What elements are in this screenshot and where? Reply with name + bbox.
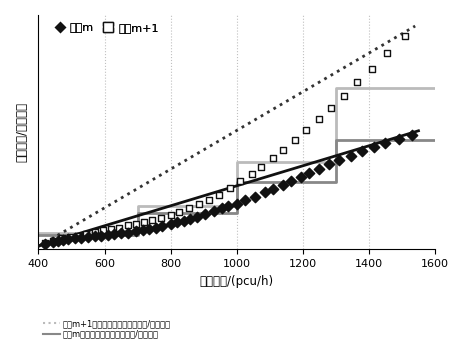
方案m+1 <box>82 231 90 237</box>
方案m <box>241 198 248 203</box>
方案m <box>71 236 78 241</box>
方案m+1 <box>302 127 309 133</box>
方案m+1 <box>124 222 131 228</box>
方案m+1 <box>175 209 182 215</box>
方案m <box>152 225 159 230</box>
方案m+1 <box>257 164 265 169</box>
方案m <box>145 226 152 232</box>
方案m+1 <box>326 105 334 111</box>
方案m+1 <box>156 215 164 221</box>
方案m <box>167 221 174 227</box>
方案m+1 <box>149 218 156 223</box>
方案m+1 <box>91 229 98 235</box>
Legend: 方案m+1下流量区间平均延误时间/排队强度, 方案m下流量区间平均延误时间/排队强度: 方案m+1下流量区间平均延误时间/排队强度, 方案m下流量区间平均延误时间/排队… <box>41 317 172 340</box>
方案m <box>297 174 304 180</box>
方案m <box>305 171 313 176</box>
方案m <box>394 136 401 142</box>
方案m <box>59 237 67 243</box>
方案m+1 <box>247 171 255 177</box>
方案m+1 <box>226 185 233 191</box>
方案m+1 <box>382 50 390 56</box>
方案m+1 <box>279 147 286 153</box>
方案m <box>91 234 98 239</box>
方案m <box>381 140 388 145</box>
方案m+1 <box>66 234 73 240</box>
方案m+1 <box>99 228 106 233</box>
方案m <box>180 218 187 224</box>
方案m <box>50 239 57 245</box>
方案m <box>55 238 62 244</box>
方案m <box>358 148 365 153</box>
X-axis label: 交通流量/(pcu/h): 交通流量/(pcu/h) <box>199 275 273 288</box>
方案m+1 <box>315 116 322 122</box>
方案m <box>186 216 194 221</box>
方案m <box>279 182 286 188</box>
方案m+1 <box>400 33 408 38</box>
方案m <box>124 230 131 235</box>
方案m <box>269 187 276 192</box>
方案m <box>315 166 322 172</box>
方案m <box>138 227 146 232</box>
方案m+1 <box>340 93 347 98</box>
方案m <box>97 233 105 238</box>
方案m <box>287 179 294 184</box>
方案m <box>117 231 125 236</box>
方案m <box>201 212 208 217</box>
方案m <box>261 190 268 195</box>
方案m+1 <box>50 238 57 244</box>
方案m <box>209 208 217 214</box>
方案m+1 <box>167 212 174 218</box>
方案m <box>250 194 258 199</box>
方案m <box>232 201 240 207</box>
方案m <box>41 241 49 246</box>
方案m+1 <box>74 233 81 238</box>
Legend: 方案m, 方案m+1: 方案m, 方案m+1 <box>52 21 161 35</box>
方案m <box>64 236 72 242</box>
方案m+1 <box>236 179 243 184</box>
方案m <box>104 232 111 238</box>
方案m+1 <box>140 219 148 224</box>
方案m+1 <box>185 206 192 211</box>
方案m+1 <box>194 201 202 207</box>
方案m+1 <box>115 225 123 230</box>
方案m+1 <box>58 236 65 241</box>
方案m <box>325 162 332 167</box>
方案m <box>224 204 232 209</box>
方案m+1 <box>214 192 222 197</box>
方案m <box>84 234 92 240</box>
Y-axis label: 平均延误/排队强度: 平均延误/排队强度 <box>15 102 28 162</box>
方案m <box>369 144 377 150</box>
方案m <box>193 214 200 219</box>
方案m+1 <box>290 137 298 143</box>
方案m <box>407 132 415 138</box>
方案m+1 <box>132 221 139 227</box>
方案m+1 <box>353 80 360 85</box>
方案m <box>173 220 181 225</box>
方案m+1 <box>41 240 49 246</box>
方案m <box>77 235 85 240</box>
方案m <box>158 223 166 229</box>
方案m+1 <box>269 155 276 161</box>
方案m <box>335 157 342 163</box>
方案m <box>218 206 225 211</box>
方案m <box>111 231 118 237</box>
方案m+1 <box>368 66 375 71</box>
方案m <box>346 153 354 158</box>
方案m+1 <box>205 197 212 203</box>
方案m <box>132 228 139 234</box>
方案m+1 <box>107 226 114 232</box>
